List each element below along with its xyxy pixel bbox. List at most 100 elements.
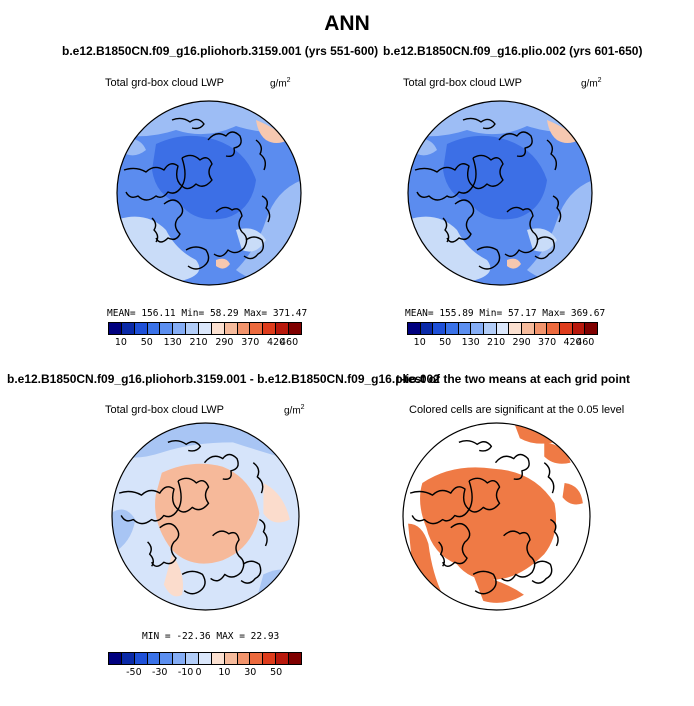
coastline <box>504 206 539 257</box>
bottom-right-note: Colored cells are significant at the 0.0… <box>409 404 625 416</box>
colorbar-swatch <box>484 323 497 334</box>
colorbar-tick-label: 10 <box>114 337 127 348</box>
colorbar-swatch <box>420 323 434 334</box>
colorbar-swatch <box>160 653 174 664</box>
coastline-group <box>414 117 562 270</box>
coastline <box>167 439 202 452</box>
bottom-left-stats: MIN = -22.36 MAX = 22.93 <box>142 631 280 642</box>
top-left-colorbar <box>108 322 302 335</box>
field-warm-region <box>216 258 230 269</box>
colorbar-swatch <box>173 323 187 334</box>
coastline <box>177 477 210 513</box>
map-boundary <box>111 422 300 611</box>
coastline <box>181 570 206 595</box>
bottom-left-variable-label: Total grd-box cloud LWP <box>105 404 225 416</box>
coastline <box>442 217 450 243</box>
colorbar-tick-label: 460 <box>279 337 299 348</box>
colorbar-swatch <box>458 323 472 334</box>
colorbar-swatch <box>211 653 225 664</box>
field-warm-region <box>547 120 579 143</box>
coastline <box>185 246 210 270</box>
colorbar-tick-label: 290 <box>512 337 531 348</box>
top-left-stats: MEAN= 156.11 Min= 58.29 Max= 371.47 <box>107 308 308 319</box>
colorbar-swatch <box>263 653 277 664</box>
colorbar-swatch <box>560 323 573 334</box>
coastline <box>240 560 262 584</box>
map-field <box>403 423 590 610</box>
coastline <box>552 195 562 223</box>
field-warm-region <box>155 463 260 564</box>
colorbar-swatch <box>121 653 135 664</box>
colorbar-swatch <box>147 653 161 664</box>
significant-region <box>562 482 583 505</box>
colorbar-swatch <box>211 323 225 334</box>
colorbar-swatch <box>496 323 510 334</box>
field-pale-warm-region <box>163 554 184 597</box>
map-boundary <box>407 100 593 286</box>
colorbar-tick-label: 50 <box>439 337 452 348</box>
colorbar-tick-label: 460 <box>576 337 595 348</box>
coastline <box>243 236 265 260</box>
coastline <box>472 570 497 595</box>
top-right-colorbar <box>407 322 598 335</box>
coastline <box>501 530 536 582</box>
colorbar-swatch <box>224 323 238 334</box>
colorbar-swatch <box>250 653 264 664</box>
coastline <box>446 199 475 243</box>
colorbar-tick-label: 0 <box>195 667 202 678</box>
colorbar-swatch <box>237 653 251 664</box>
top-right-polar-map <box>407 100 593 286</box>
coastline <box>543 462 555 494</box>
coastline <box>181 154 213 190</box>
colorbar-swatch <box>471 323 485 334</box>
coastline-group <box>118 439 268 595</box>
colorbar-tick-label: 130 <box>163 337 182 348</box>
bottom-left-polar-map <box>111 422 300 611</box>
bottom-left-colorbar <box>108 652 302 665</box>
field-warm-region <box>507 258 521 269</box>
colorbar-tick-label: 290 <box>215 337 234 348</box>
coastline <box>531 560 553 584</box>
coastline <box>442 522 471 567</box>
map-boundary <box>116 100 302 286</box>
bottom-right-polar-map <box>402 422 591 611</box>
bottom-left-case-title: b.e12.B1850CN.f09_g16.pliohorb.3159.001 … <box>7 372 440 386</box>
colorbar-swatch <box>134 653 148 664</box>
colorbar-swatch <box>289 323 301 334</box>
colorbar-tick-label: 130 <box>461 337 480 348</box>
coastline <box>259 518 268 547</box>
colorbar-swatch <box>572 323 586 334</box>
significant-region <box>544 442 571 464</box>
colorbar-tick-label: -50 <box>126 667 142 678</box>
colorbar-tick-label: 370 <box>537 337 557 348</box>
colorbar-tick-label: 10 <box>218 667 231 678</box>
colorbar-tick-label: 370 <box>241 337 260 348</box>
coastline <box>462 117 496 130</box>
coastline <box>546 139 558 171</box>
figure-title: ANN <box>324 12 370 35</box>
significant-region <box>420 467 557 580</box>
colorbar-swatch <box>109 323 122 334</box>
colorbar-tick-label: -30 <box>151 667 168 678</box>
field-warm-region <box>256 120 288 143</box>
coastline <box>210 530 245 582</box>
colorbar-tick-label: 50 <box>270 667 283 678</box>
coastline <box>550 518 559 547</box>
colorbar-swatch <box>109 653 122 664</box>
top-left-polar-map <box>116 100 302 286</box>
colorbar-swatch <box>446 323 459 334</box>
top-right-stats: MEAN= 155.89 Min= 57.17 Max= 369.67 <box>405 308 606 319</box>
top-right-case-title: b.e12.B1850CN.f09_g16.plio.002 (yrs 601-… <box>383 44 643 58</box>
top-right-variable-label: Total grd-box cloud LWP <box>403 77 523 89</box>
colorbar-tick-label: 10 <box>413 337 426 348</box>
colorbar-swatch <box>289 653 301 664</box>
coastline <box>151 217 159 243</box>
colorbar-swatch <box>121 323 135 334</box>
colorbar-swatch <box>522 323 535 334</box>
coastline <box>155 199 184 243</box>
coastline-group <box>123 117 271 270</box>
coastline <box>534 236 556 260</box>
top-left-variable-label: Total grd-box cloud LWP <box>105 77 225 89</box>
coastline <box>213 206 248 257</box>
coastline <box>498 131 533 158</box>
